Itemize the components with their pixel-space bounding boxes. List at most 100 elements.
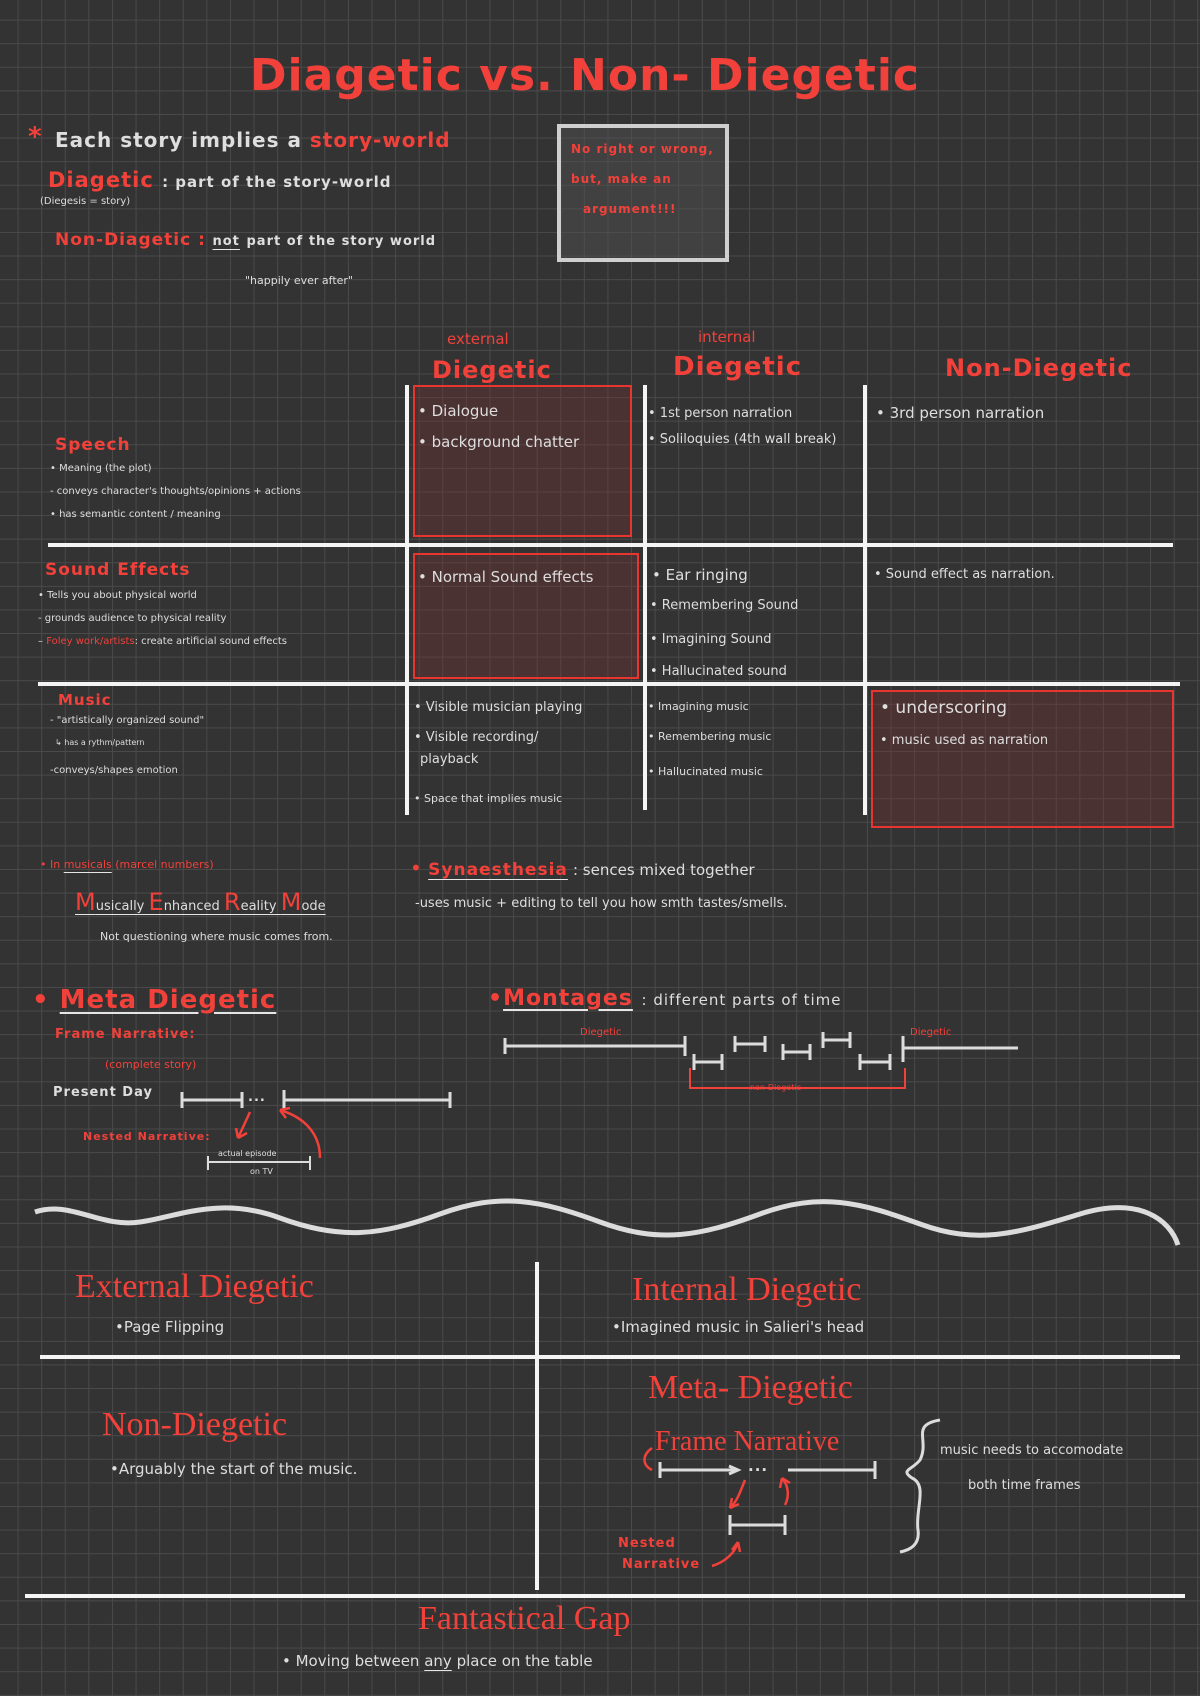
- montages-heading: •Montages : different parts of time: [488, 986, 842, 1011]
- row-note: • Meaning (the plot): [50, 463, 152, 474]
- table-divider: [405, 385, 409, 815]
- highlight-box: [413, 553, 639, 679]
- page-title: Diagetic vs. Non- Diegetic: [250, 50, 920, 101]
- meta-timeline: [180, 1090, 452, 1170]
- montages-def: : different parts of time: [641, 991, 842, 1009]
- episode-label: actual episode: [218, 1149, 277, 1158]
- musicals-paren: (marcel numbers): [115, 858, 214, 871]
- frame-narrative-note: (complete story): [105, 1058, 197, 1071]
- episode-label: on TV: [250, 1167, 273, 1176]
- meta-diegetic-heading: • Meta Diegetic: [32, 985, 277, 1015]
- not-word: not: [212, 234, 240, 249]
- summary-divider: [535, 1262, 539, 1590]
- intro-statement: Each story implies a story-world: [55, 128, 451, 152]
- row-label-music: Music: [58, 691, 112, 709]
- acronym-cap: R: [223, 888, 241, 916]
- summary-meta-note: music needs to accomodate: [940, 1443, 1124, 1458]
- acronym-cap: M: [75, 888, 96, 916]
- table-divider: [863, 385, 867, 815]
- cell-item: • Dialogue: [418, 402, 499, 420]
- meta-arrows: [234, 1106, 322, 1159]
- gap-any: any: [424, 1652, 452, 1670]
- montage-timeline: [503, 1032, 1018, 1070]
- acronym-rest: usically: [95, 899, 149, 914]
- cell-item: • Ear ringing: [652, 566, 748, 584]
- timeline-dots: ...: [248, 1090, 266, 1105]
- table-divider: [643, 385, 647, 810]
- summary-meta-title: Meta- Diegetic: [648, 1369, 853, 1406]
- gap-text: • Moving between: [282, 1652, 420, 1670]
- summary-frame-label: Frame Narrative: [655, 1426, 840, 1457]
- star-bullet: *: [28, 122, 43, 152]
- cell-item: • 1st person narration: [648, 406, 793, 421]
- cell-item: • Hallucinated sound: [650, 664, 787, 679]
- summary-internal-title: Internal Diegetic: [632, 1271, 862, 1308]
- intro-text: Each story implies a: [55, 128, 302, 152]
- montage-right-label: Diegetic: [910, 1027, 952, 1038]
- callout-line: argument!!!: [583, 202, 677, 216]
- summary-meta-note: both time frames: [968, 1478, 1081, 1493]
- foley-def: : create artificial sound effects: [134, 636, 287, 647]
- col-sub-internal: internal: [698, 328, 756, 346]
- musicals-bullet: • In: [40, 858, 61, 871]
- cell-item: • Imagining music: [648, 700, 749, 713]
- meta-diegetic-title: Meta Diegetic: [59, 985, 277, 1015]
- diegetic-def: : part of the story-world: [162, 173, 392, 191]
- summary-divider: [40, 1355, 1180, 1359]
- diegetic-definition: Diagetic : part of the story-world: [48, 168, 392, 192]
- montages-title: Montages: [503, 986, 633, 1011]
- cell-item: • Sound effect as narration.: [874, 567, 1055, 582]
- col-header-external-diegetic: Diegetic: [432, 356, 552, 384]
- non-diegetic-definition: Non-Diagetic : not part of the story wor…: [55, 230, 436, 250]
- present-day-label: Present Day: [53, 1085, 153, 1100]
- col-sub-external: external: [447, 330, 509, 348]
- musicals-explanation: Not questioning where music comes from.: [100, 930, 333, 943]
- summary-divider: [25, 1594, 1185, 1598]
- cell-item: • Imagining Sound: [650, 632, 772, 647]
- acronym-rest: ode: [301, 899, 326, 914]
- wavy-divider: [34, 1198, 1181, 1246]
- row-note: • Tells you about physical world: [38, 590, 197, 601]
- cell-item: • Remembering Sound: [650, 598, 799, 613]
- cell-item: • Space that implies music: [414, 792, 563, 805]
- table-divider: [38, 682, 1180, 686]
- cell-item: • 3rd person narration: [876, 404, 1045, 422]
- synaesthesia-term: Synaesthesia: [428, 860, 568, 880]
- acronym-cap: E: [148, 888, 164, 916]
- montage-left-label: Diegetic: [580, 1027, 622, 1038]
- cell-item: • Remembering music: [648, 730, 772, 743]
- row-note: - conveys character's thoughts/opinions …: [50, 486, 301, 497]
- summary-gap-title: Fantastical Gap: [418, 1600, 631, 1637]
- summary-external-item: •Page Flipping: [115, 1318, 225, 1336]
- non-diegetic-def: part of the story world: [246, 234, 437, 249]
- diegetic-note: (Diegesis = story): [40, 196, 131, 207]
- cell-item: • Visible musician playing: [414, 700, 583, 715]
- musicals-note: • In musicals (marcel numbers): [40, 858, 214, 871]
- summary-internal-item: •Imagined music in Salieri's head: [612, 1318, 865, 1336]
- callout-box: No right or wrong, but, make an argument…: [557, 124, 729, 262]
- callout-line: No right or wrong,: [571, 142, 714, 156]
- row-note: – Foley work/artists: create artificial …: [38, 636, 287, 647]
- summary-gap-item: • Moving between any place on the table: [282, 1652, 593, 1670]
- callout-line: but, make an: [571, 172, 672, 186]
- row-note: • has semantic content / meaning: [50, 509, 221, 520]
- foley-term: Foley work/artists: [46, 636, 135, 647]
- cell-item: • Visible recording/: [414, 730, 539, 745]
- synaesthesia-note: -uses music + editing to tell you how sm…: [415, 896, 788, 911]
- highlight-box: [871, 690, 1174, 828]
- cell-item: • Soliloquies (4th wall break): [648, 432, 837, 447]
- summary-external-title: External Diegetic: [75, 1268, 314, 1305]
- cell-item: • underscoring: [880, 698, 1008, 718]
- cell-item: • Hallucinated music: [648, 765, 763, 778]
- acronym-rest: nhanced: [163, 899, 224, 914]
- highlight-box: [413, 385, 632, 537]
- non-diegetic-example: "happily ever after": [245, 274, 354, 287]
- nested-narrative-label: Nested Narrative:: [83, 1130, 211, 1143]
- cell-item: • background chatter: [418, 433, 580, 451]
- cell-item: playback: [420, 752, 479, 767]
- non-diegetic-term: Non-Diagetic :: [55, 230, 206, 250]
- table-divider: [48, 543, 1173, 547]
- row-label-sound-effects: Sound Effects: [45, 560, 191, 580]
- row-note: -conveys/shapes emotion: [50, 765, 178, 776]
